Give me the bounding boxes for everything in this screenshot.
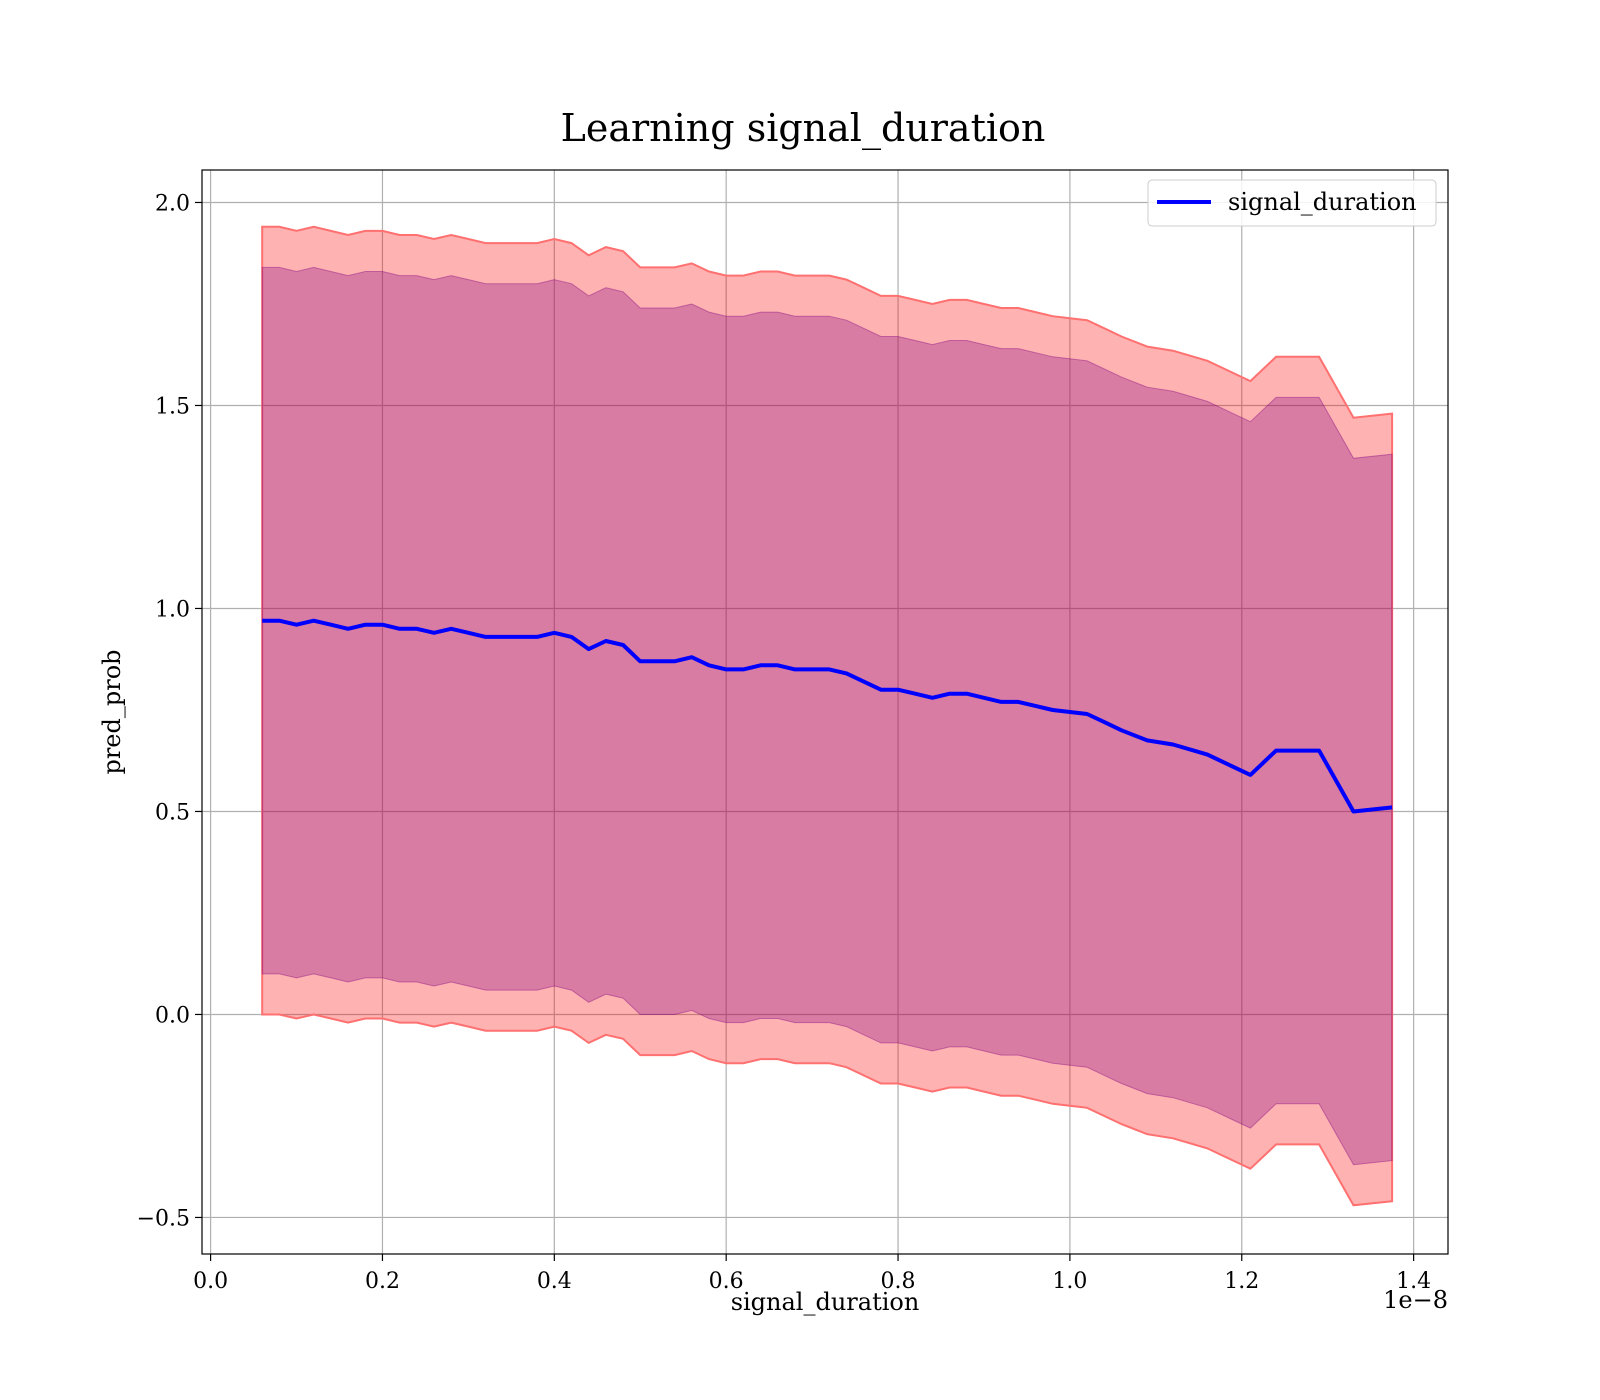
legend-box xyxy=(1147,179,1437,227)
legend: signal_duration xyxy=(1147,179,1437,227)
x-tick-label: 0.6 xyxy=(709,1269,744,1294)
series-lines xyxy=(262,618,1393,814)
confidence-bands xyxy=(261,225,1394,1207)
y-tick-label: −0.5 xyxy=(137,1206,190,1231)
x-tick-label: 0.0 xyxy=(193,1269,228,1294)
y-tick-label: 1.0 xyxy=(155,597,190,622)
plot-frame xyxy=(201,169,1449,1255)
x-tick-label: 0.2 xyxy=(365,1269,400,1294)
y-axis-ticks: −0.5 0.0 0.5 1.0 1.5 2.0 xyxy=(137,191,202,1231)
y-tick-label: 0.5 xyxy=(155,800,190,825)
y-tick-label: 2.0 xyxy=(155,191,190,216)
x-axis-offset-label: 1e−8 xyxy=(1383,1286,1448,1314)
y-tick-label: 0.0 xyxy=(155,1003,190,1028)
series-line xyxy=(262,618,1393,814)
x-tick-label: 1.2 xyxy=(1224,1269,1259,1294)
chart-title: Learning signal_duration xyxy=(561,106,1046,151)
legend-label: signal_duration xyxy=(1228,188,1417,216)
x-axis-label: signal_duration xyxy=(731,1288,920,1316)
x-axis-ticks: 0.0 0.2 0.4 0.6 0.8 1.0 1.2 1.4 xyxy=(193,1254,1431,1294)
outer-band xyxy=(261,225,1394,1207)
x-tick-label: 0.4 xyxy=(537,1269,572,1294)
y-axis-label: pred_prob xyxy=(98,649,126,774)
x-tick-label: 1.0 xyxy=(1052,1269,1087,1294)
x-tick-label: 0.8 xyxy=(881,1269,916,1294)
x-tick-label: 1.4 xyxy=(1396,1269,1431,1294)
inner-band xyxy=(261,266,1393,1166)
y-tick-label: 1.5 xyxy=(155,394,190,419)
